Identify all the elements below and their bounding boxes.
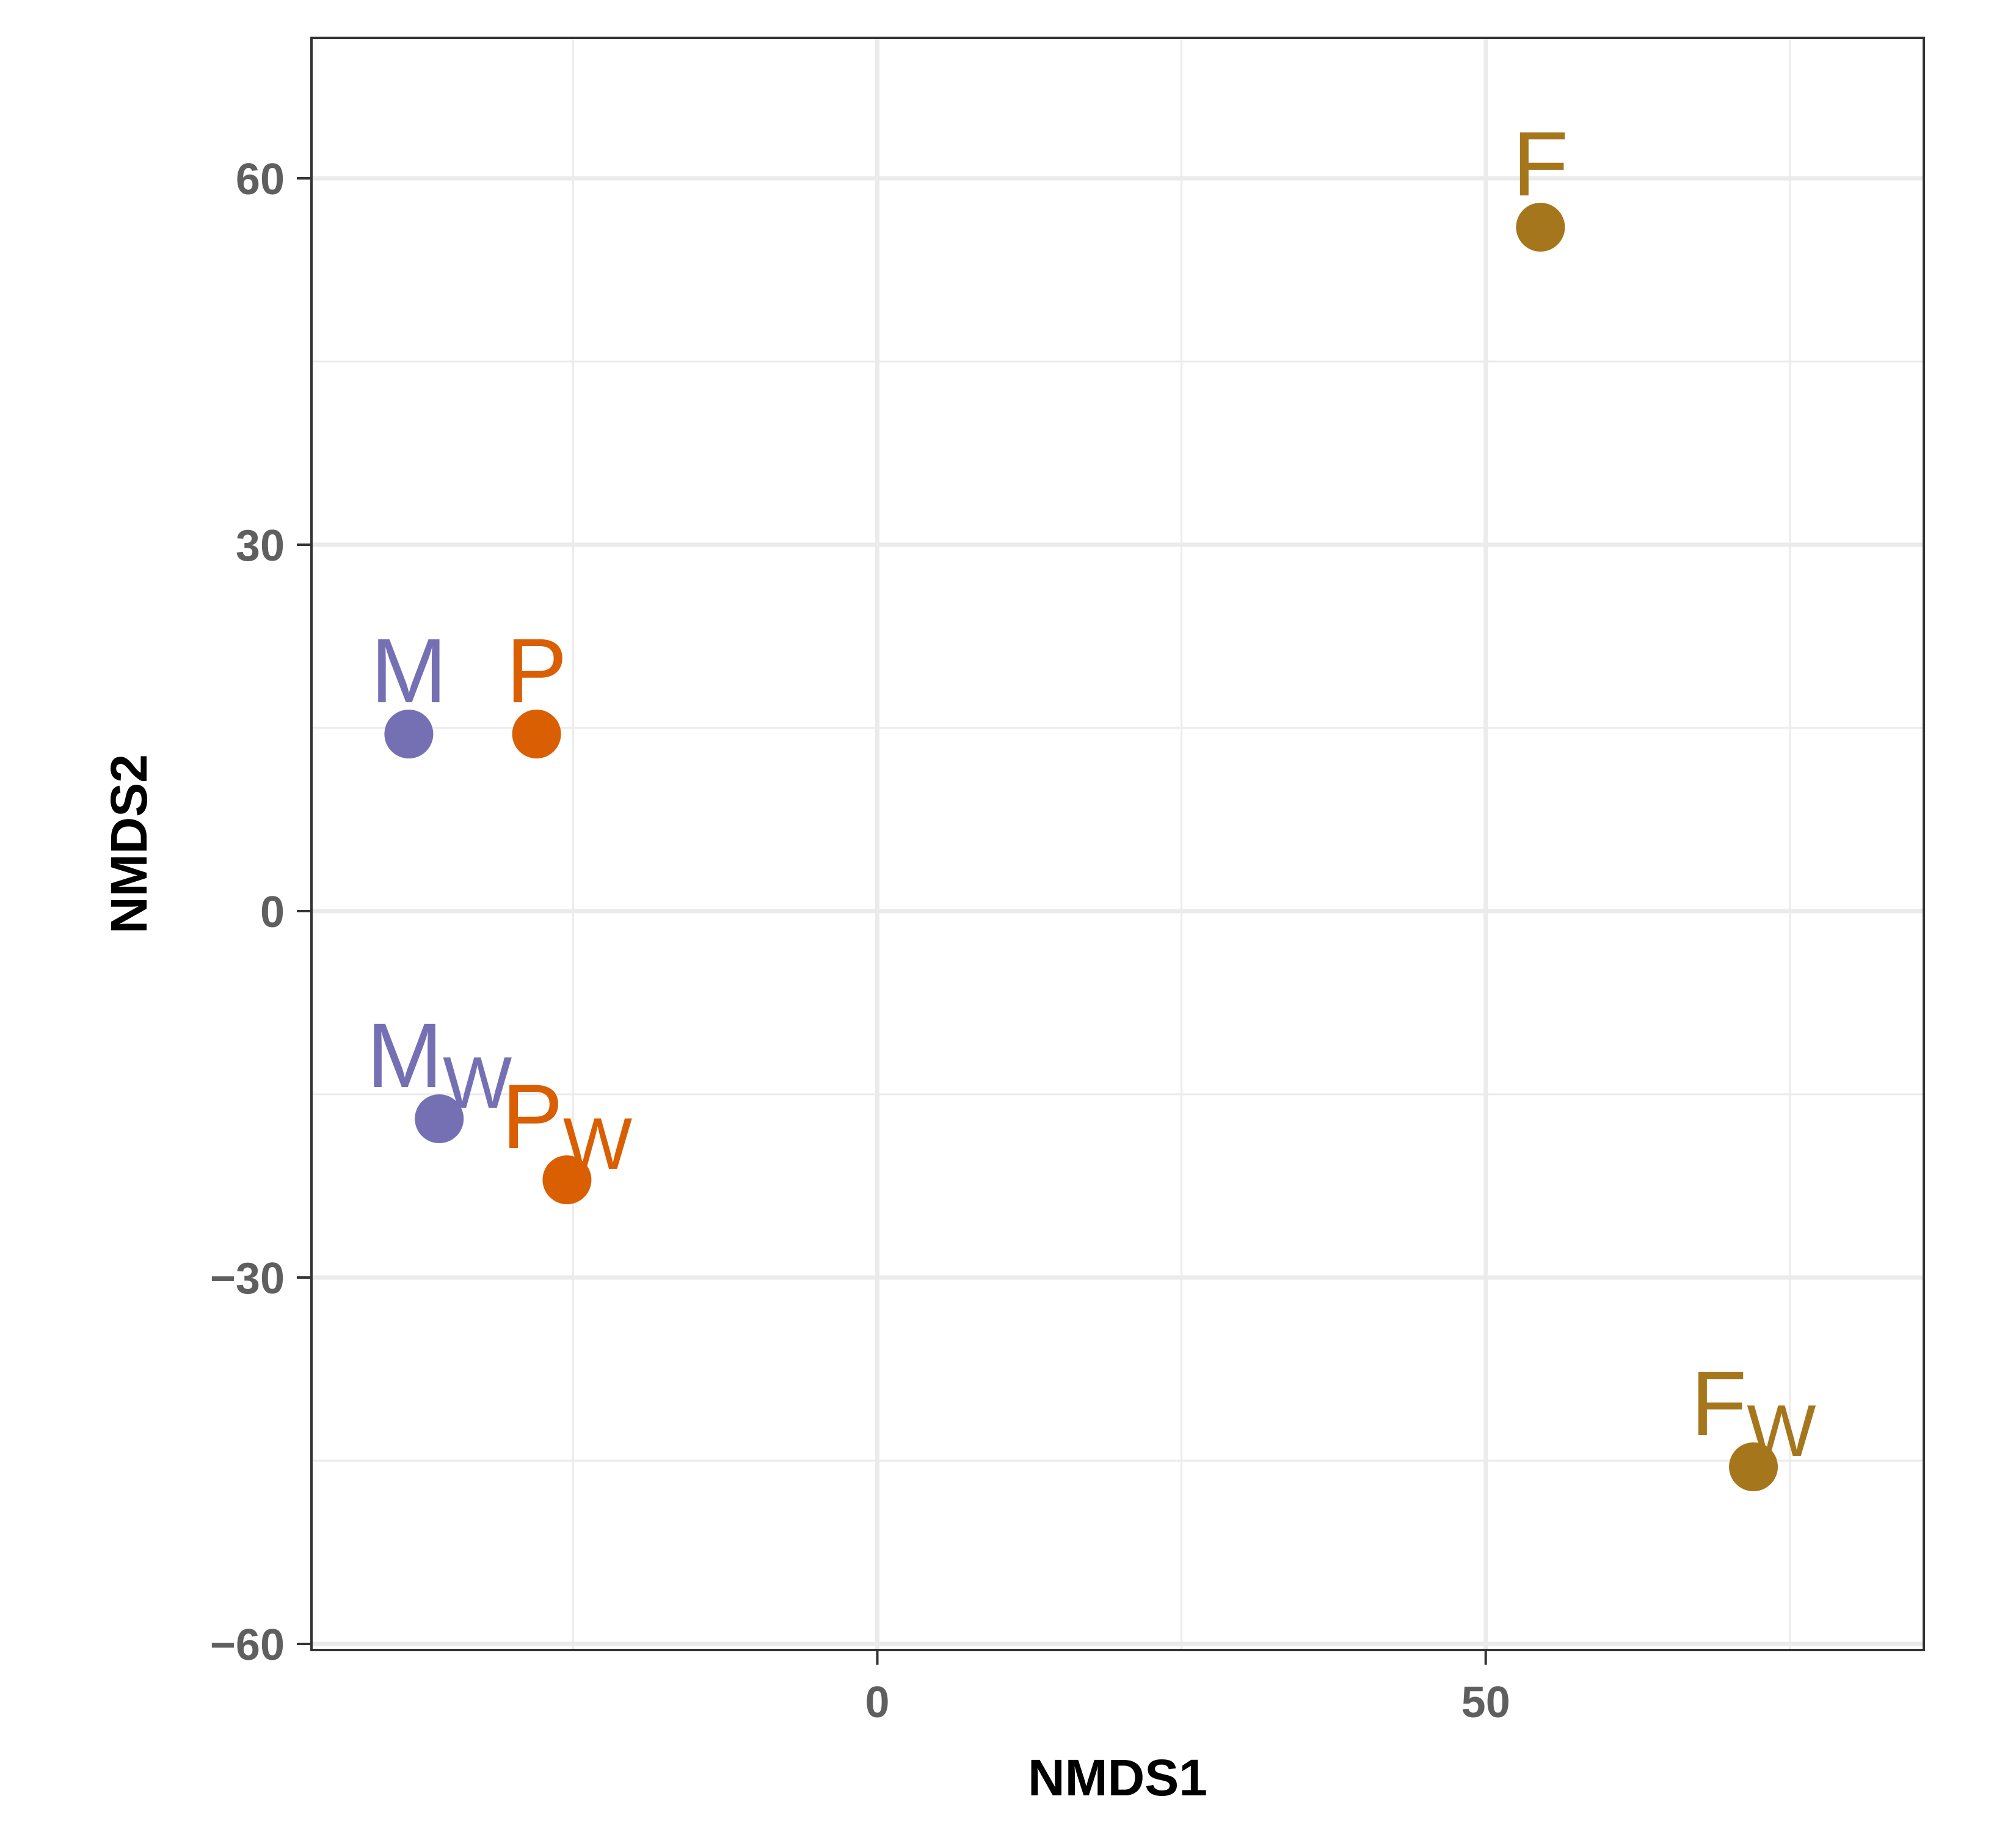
y-tick-label: 60	[236, 155, 285, 204]
x-tick-label: 0	[865, 1678, 889, 1727]
y-tick-label: −60	[210, 1621, 285, 1670]
y-axis-title: NMDS2	[100, 754, 158, 934]
x-axis-title: NMDS1	[1028, 1749, 1207, 1806]
data-point	[542, 1155, 592, 1204]
data-point	[415, 1094, 464, 1143]
plot-background	[311, 38, 1924, 1650]
minor-gridlines	[311, 38, 1924, 1650]
data-point-label: MW	[366, 1004, 512, 1124]
x-tick-label: 50	[1461, 1678, 1510, 1727]
data-point-label: P	[506, 619, 567, 722]
data-point	[1729, 1442, 1778, 1491]
y-tick-label: 30	[236, 522, 285, 570]
data-point	[384, 710, 434, 758]
y-tick-label: 0	[260, 888, 285, 937]
data-points	[384, 203, 1778, 1491]
data-point-label: M	[371, 619, 447, 722]
y-axis: −60 −30 0 30 60	[210, 155, 311, 1670]
major-gridlines	[311, 38, 1924, 1650]
data-point	[512, 710, 561, 758]
data-point-label: F	[1513, 112, 1569, 215]
y-tick-label: −30	[210, 1254, 285, 1303]
data-point-label: FW	[1691, 1352, 1816, 1472]
data-point-label: PW	[502, 1065, 632, 1185]
data-point	[1516, 203, 1565, 252]
x-axis: 0 50	[865, 1650, 1510, 1727]
plot-panel-border	[310, 37, 1925, 1651]
